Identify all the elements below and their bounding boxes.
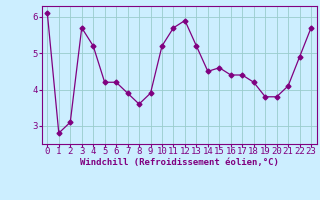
X-axis label: Windchill (Refroidissement éolien,°C): Windchill (Refroidissement éolien,°C) bbox=[80, 158, 279, 167]
